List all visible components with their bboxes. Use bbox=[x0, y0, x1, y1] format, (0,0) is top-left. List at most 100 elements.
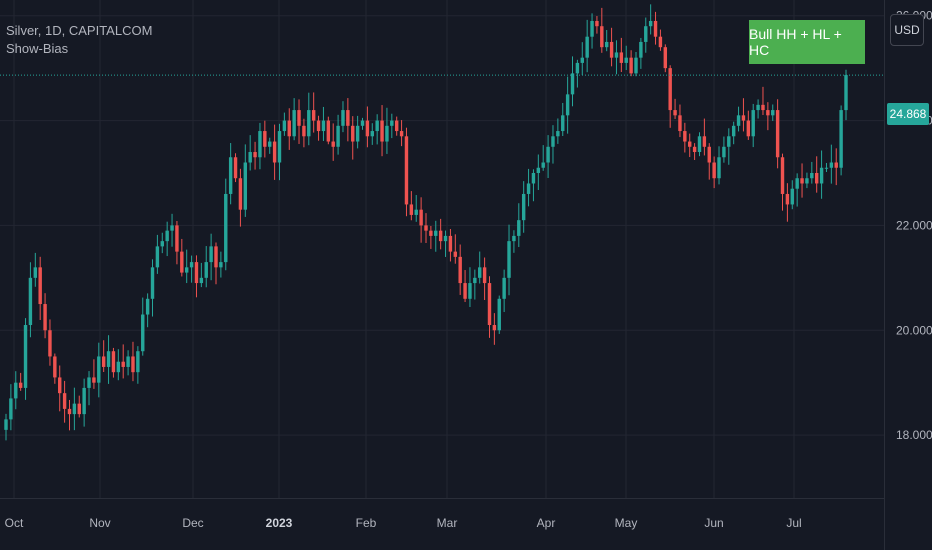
candle-body bbox=[160, 241, 164, 247]
candle-body bbox=[536, 167, 541, 173]
candle-body bbox=[228, 157, 233, 194]
candle-body bbox=[805, 178, 809, 184]
candle-body bbox=[287, 120, 291, 137]
candle-body bbox=[141, 314, 145, 352]
candle-body bbox=[785, 193, 790, 205]
candle-body bbox=[414, 209, 418, 215]
candle-body bbox=[385, 125, 389, 142]
candle-body bbox=[33, 267, 38, 278]
candle-body bbox=[92, 377, 96, 383]
candle-body bbox=[48, 330, 52, 357]
candle-body bbox=[541, 162, 545, 168]
candle-body bbox=[302, 125, 306, 137]
candle-body bbox=[38, 267, 42, 305]
candle-body bbox=[263, 131, 267, 147]
candle-body bbox=[526, 183, 531, 194]
candle-body bbox=[531, 172, 536, 184]
candle-body bbox=[268, 141, 272, 147]
candle-body bbox=[321, 120, 326, 132]
time-tick-label: Apr bbox=[537, 516, 556, 530]
candle-body bbox=[663, 47, 668, 69]
candle-body bbox=[438, 230, 443, 242]
candle-body bbox=[82, 387, 86, 415]
last-price-tag: 24.868 bbox=[887, 103, 929, 125]
candle-body bbox=[150, 267, 155, 299]
candle-body bbox=[746, 120, 751, 137]
chart-legend: Silver, 1D, CAPITALCOM Show-Bias bbox=[6, 22, 152, 58]
candle-body bbox=[4, 419, 8, 430]
candle-body bbox=[463, 283, 467, 299]
candle-body bbox=[175, 225, 179, 252]
candle-body bbox=[311, 110, 316, 121]
candle-body bbox=[219, 262, 223, 268]
candle-body bbox=[380, 120, 384, 142]
candle-body bbox=[727, 136, 731, 147]
candle-body bbox=[473, 277, 477, 284]
candle-body bbox=[258, 131, 262, 158]
candle-body bbox=[72, 403, 77, 415]
candle-body bbox=[595, 20, 599, 27]
candle-body bbox=[67, 408, 72, 415]
candle-body bbox=[253, 152, 257, 158]
candle-body bbox=[731, 125, 736, 137]
candle-body bbox=[282, 120, 287, 132]
candle-body bbox=[453, 251, 458, 257]
candle-body bbox=[331, 141, 335, 147]
symbol-line[interactable]: Silver, 1D, CAPITALCOM bbox=[6, 23, 153, 38]
candle-body bbox=[87, 377, 91, 388]
candle-body bbox=[692, 146, 697, 153]
time-tick-label: 2023 bbox=[266, 516, 293, 530]
candle-body bbox=[468, 283, 472, 299]
candle-body bbox=[297, 110, 301, 126]
indicator-line[interactable]: Show-Bias bbox=[6, 41, 69, 56]
candle-body bbox=[336, 125, 340, 147]
price-tick-label: 18.000 bbox=[896, 428, 932, 442]
candle-body bbox=[590, 20, 594, 37]
candle-body bbox=[101, 356, 106, 367]
candle-body bbox=[409, 204, 414, 215]
candle-body bbox=[644, 26, 648, 42]
candle-body bbox=[707, 146, 711, 163]
candle-body bbox=[209, 246, 213, 263]
candle-body bbox=[756, 104, 760, 111]
candle-body bbox=[370, 131, 374, 137]
candle-body bbox=[712, 162, 716, 179]
candle-body bbox=[307, 110, 311, 137]
candle-body bbox=[585, 36, 589, 58]
bias-label-box: Bull HH + HL + HC bbox=[749, 20, 865, 64]
time-tick-label: May bbox=[615, 516, 638, 530]
candle-body bbox=[502, 277, 506, 299]
candle-body bbox=[609, 41, 614, 58]
candle-body bbox=[810, 172, 814, 179]
candle-body bbox=[272, 141, 277, 163]
candle-body bbox=[355, 125, 360, 142]
candle-body bbox=[233, 157, 238, 179]
currency-button[interactable]: USD bbox=[890, 14, 924, 46]
candle-body bbox=[766, 110, 770, 116]
candle-body bbox=[224, 193, 228, 263]
candle-body bbox=[424, 225, 428, 231]
candle-body bbox=[111, 351, 116, 373]
price-tick-label: 22.000 bbox=[896, 218, 932, 232]
candle-body bbox=[800, 178, 804, 184]
candle-body bbox=[243, 162, 248, 210]
candle-body bbox=[697, 136, 702, 153]
candle-body bbox=[390, 120, 394, 126]
candle-body bbox=[131, 356, 135, 373]
candle-body bbox=[839, 110, 843, 168]
candle-body bbox=[824, 167, 829, 169]
candle-body bbox=[351, 125, 355, 142]
candle-body bbox=[214, 246, 218, 268]
candle-body bbox=[575, 62, 580, 74]
candle-body bbox=[673, 110, 677, 116]
candle-body bbox=[497, 298, 501, 331]
candle-body bbox=[790, 188, 794, 205]
candle-body bbox=[419, 209, 423, 226]
candle-body bbox=[482, 267, 487, 284]
candle-body bbox=[478, 267, 482, 278]
candle-body bbox=[155, 246, 160, 268]
candle-body bbox=[429, 230, 433, 236]
